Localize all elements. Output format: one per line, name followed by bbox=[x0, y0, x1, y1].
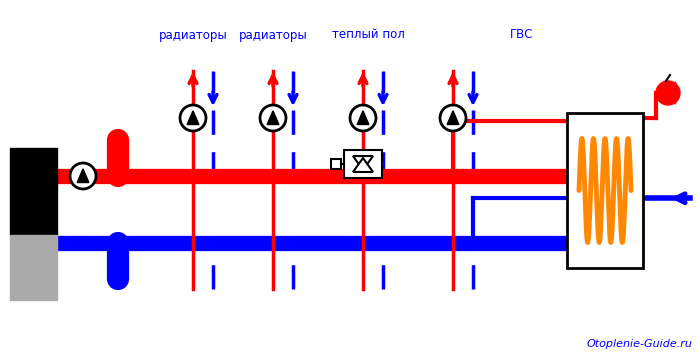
Bar bbox=[344, 150, 382, 178]
Circle shape bbox=[70, 163, 96, 189]
Bar bbox=[10, 148, 57, 235]
Polygon shape bbox=[357, 111, 369, 125]
Polygon shape bbox=[267, 111, 279, 125]
Circle shape bbox=[350, 105, 376, 131]
Text: радиаторы: радиаторы bbox=[239, 29, 307, 42]
Bar bbox=[10, 235, 57, 300]
Polygon shape bbox=[353, 158, 373, 172]
Text: Otoplenie-Guide.ru: Otoplenie-Guide.ru bbox=[586, 339, 692, 349]
Circle shape bbox=[656, 81, 680, 105]
Text: теплый пол: теплый пол bbox=[332, 29, 405, 42]
Polygon shape bbox=[353, 156, 373, 170]
Circle shape bbox=[440, 105, 466, 131]
Circle shape bbox=[180, 105, 206, 131]
Bar bbox=[567, 113, 643, 268]
Text: радиаторы: радиаторы bbox=[159, 29, 228, 42]
Bar bbox=[331, 159, 341, 169]
Polygon shape bbox=[77, 169, 89, 183]
Polygon shape bbox=[447, 111, 459, 125]
Circle shape bbox=[260, 105, 286, 131]
Polygon shape bbox=[187, 111, 199, 125]
Text: ГВС: ГВС bbox=[510, 29, 533, 42]
